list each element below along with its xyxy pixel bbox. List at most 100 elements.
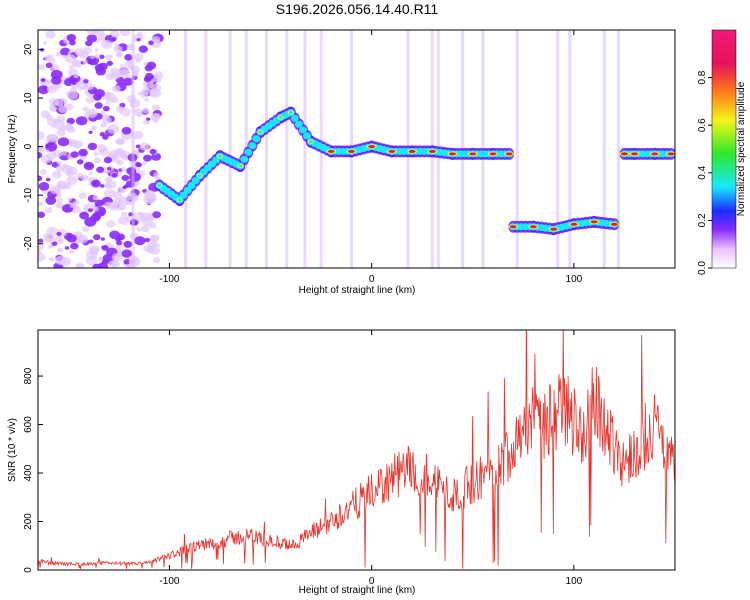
noise-blob bbox=[136, 227, 142, 232]
noise-blob bbox=[123, 240, 133, 248]
ridge-peak bbox=[529, 225, 537, 229]
noise-blob bbox=[69, 204, 75, 208]
snr-xlabel: Height of straight line (km) bbox=[299, 585, 416, 596]
ridge-core bbox=[302, 132, 311, 140]
spectrogram-xtick-label: -100 bbox=[159, 274, 179, 285]
noise-blob bbox=[94, 48, 99, 52]
noise-streak bbox=[285, 30, 289, 268]
ridge-peak bbox=[610, 222, 618, 226]
snr-ytick-label: 400 bbox=[23, 464, 34, 481]
noise-blob bbox=[103, 156, 113, 164]
noise-blob bbox=[86, 108, 98, 118]
noise-blob bbox=[153, 71, 164, 79]
noise-blob bbox=[135, 144, 141, 149]
noise-blob bbox=[114, 244, 124, 252]
colorbar: 0.0 0.2 0.4 0.6 0.8 Normalized spectral ampl… bbox=[697, 29, 747, 275]
noise-blob bbox=[149, 234, 160, 243]
ridge-peak bbox=[651, 152, 659, 156]
noise-blob bbox=[70, 242, 79, 250]
noise-blob bbox=[38, 151, 43, 159]
noise-blob bbox=[78, 49, 89, 59]
snr-xtick-label: 0 bbox=[369, 576, 375, 587]
snr-ytick-label: 800 bbox=[23, 367, 34, 384]
noise-blob bbox=[86, 30, 98, 36]
noise-blob bbox=[96, 166, 105, 173]
noise-blob bbox=[133, 33, 144, 42]
noise-blob bbox=[87, 142, 98, 151]
spectrogram-ytick-label: 0 bbox=[23, 143, 34, 149]
noise-blob bbox=[80, 174, 89, 181]
snr-ytick-label: 200 bbox=[23, 513, 34, 530]
noise-blob bbox=[98, 256, 103, 260]
noise-blob bbox=[53, 150, 63, 158]
noise-blob bbox=[105, 101, 110, 105]
noise-blob bbox=[99, 184, 105, 188]
noise-blob bbox=[92, 263, 102, 268]
noise-blob bbox=[93, 234, 101, 241]
noise-blob bbox=[143, 154, 152, 162]
noise-blob bbox=[91, 205, 99, 212]
noise-blob bbox=[151, 104, 160, 111]
ridge-peak bbox=[631, 152, 639, 156]
noise-streak bbox=[204, 30, 208, 268]
noise-blob bbox=[94, 63, 105, 72]
noise-blob bbox=[108, 201, 121, 211]
noise-blob bbox=[66, 33, 77, 42]
noise-blob bbox=[105, 41, 110, 46]
ridge-peak bbox=[449, 152, 457, 156]
ridge-peak bbox=[408, 149, 416, 153]
snr-xtick-label: -100 bbox=[159, 576, 179, 587]
noise-blob bbox=[81, 226, 90, 232]
noise-blob bbox=[119, 64, 125, 69]
noise-blob bbox=[52, 106, 58, 111]
noise-blob bbox=[153, 119, 159, 124]
snr-series-line bbox=[38, 330, 675, 569]
noise-blob bbox=[89, 171, 94, 175]
noise-blob bbox=[111, 85, 121, 93]
noise-blob bbox=[133, 108, 143, 116]
noise-streak bbox=[184, 30, 188, 268]
noise-blob bbox=[135, 58, 141, 63]
snr-ytick-label: 0 bbox=[23, 567, 34, 573]
noise-blob bbox=[57, 137, 70, 147]
noise-blob bbox=[90, 179, 101, 188]
noise-blob bbox=[71, 80, 77, 86]
spectrogram-xtick-label: 100 bbox=[566, 274, 583, 285]
noise-blob bbox=[103, 188, 116, 199]
noise-blob bbox=[142, 107, 150, 114]
noise-blob bbox=[55, 165, 64, 172]
noise-blob bbox=[87, 56, 100, 66]
ridge-peak bbox=[368, 145, 376, 149]
ridge-peak bbox=[309, 140, 313, 144]
noise-blob bbox=[116, 51, 123, 57]
ridge-peak bbox=[218, 154, 222, 158]
colorbar-gradient bbox=[711, 29, 737, 269]
noise-blob bbox=[70, 151, 79, 158]
noise-blob bbox=[38, 131, 45, 141]
noise-blob bbox=[53, 117, 61, 124]
spectrogram-frame bbox=[37, 29, 676, 269]
noise-blob bbox=[124, 61, 134, 68]
noise-blob bbox=[113, 157, 121, 164]
noise-blob bbox=[118, 138, 126, 145]
noise-blob bbox=[106, 220, 116, 228]
noise-blob bbox=[143, 76, 152, 83]
noise-streak bbox=[303, 30, 307, 268]
ridge-peak bbox=[157, 183, 162, 187]
noise-blob bbox=[134, 236, 146, 246]
noise-blob bbox=[44, 79, 52, 85]
ridge-core bbox=[183, 186, 192, 194]
noise-blob bbox=[82, 59, 89, 65]
noise-blob bbox=[133, 212, 145, 222]
noise-blob bbox=[78, 192, 87, 199]
ridge-peak bbox=[278, 115, 283, 119]
noise-blob bbox=[111, 172, 118, 178]
noise-blob bbox=[50, 69, 63, 80]
noise-blob bbox=[121, 126, 132, 135]
ridge-peak bbox=[197, 174, 202, 178]
ridge-core bbox=[240, 155, 249, 163]
snr-panel: -100 0 100 0 200 400 600 800 Height of straight… bbox=[7, 329, 676, 596]
noise-streak bbox=[228, 30, 232, 268]
noise-blob bbox=[89, 55, 95, 60]
